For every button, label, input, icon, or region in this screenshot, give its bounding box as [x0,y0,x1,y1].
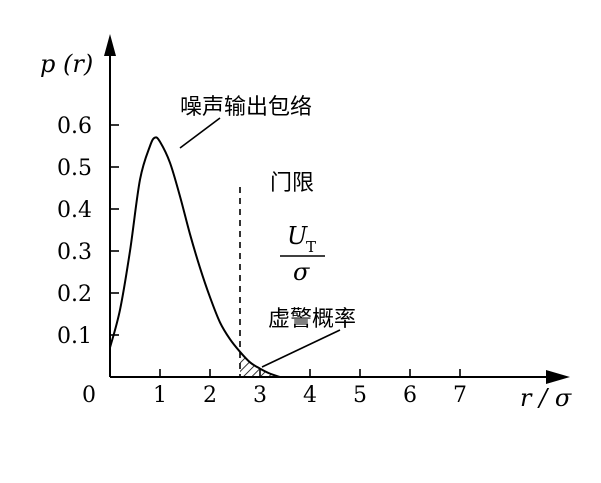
y-tick-label: 0.1 [57,324,92,349]
curve-annotation: 噪声输出包络 [180,95,312,120]
y-tick-label: 0.3 [57,240,92,265]
x-tick-label: 4 [303,383,317,408]
origin-label: 0 [82,383,96,408]
noise-envelope-curve [109,136,281,378]
area-annotation: 虚警概率 [268,307,356,332]
curve-leader-line [179,117,221,149]
x-tick-label: 1 [153,383,167,408]
y-axis-arrow [104,34,116,56]
y-axis-label: p (r) [40,50,93,78]
x-ticks: 1 2 3 4 5 6 7 [153,369,467,408]
y-tick-label: 0.4 [57,198,92,223]
x-tick-label: 5 [353,383,367,408]
threshold-fraction: U T σ [280,222,325,286]
fraction-numerator: U [287,222,308,250]
y-tick-label: 0.6 [57,114,92,139]
y-ticks: 0.1 0.2 0.3 0.4 0.5 0.6 [57,114,119,349]
threshold-label: 门限 [270,171,314,196]
fraction-subscript: T [306,238,316,256]
x-tick-label: 2 [203,383,217,408]
y-tick-label: 0.2 [57,282,92,307]
x-tick-label: 3 [253,383,267,408]
x-axis-arrow [546,370,570,384]
fraction-denominator: σ [293,258,310,286]
y-tick-label: 0.5 [57,156,92,181]
x-tick-label: 7 [453,383,467,408]
area-leader-line [261,329,341,368]
x-axis-label: r / σ [520,384,572,412]
x-tick-label: 6 [403,383,417,408]
false-alarm-area [240,351,280,377]
